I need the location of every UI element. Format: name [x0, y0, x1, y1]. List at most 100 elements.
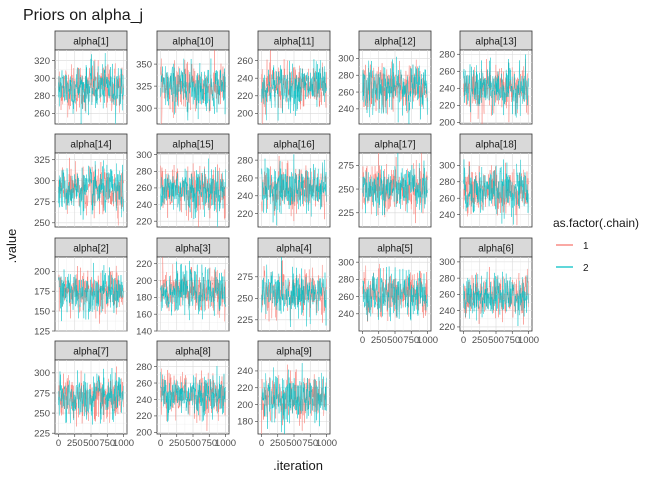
- trace-chain-2: [463, 159, 529, 225]
- y-tick-label: 275: [34, 197, 50, 208]
- y-tick-label: 280: [439, 177, 455, 188]
- y-tick-label: 300: [34, 73, 50, 84]
- y-tick-label: 275: [34, 388, 50, 399]
- y-tick-label: 260: [338, 292, 354, 303]
- y-tick-label: 300: [34, 176, 50, 187]
- y-tick-label: 280: [237, 155, 253, 166]
- y-tick-label: 220: [439, 322, 455, 333]
- facet-strip-label: alpha[1]: [73, 37, 109, 48]
- y-tick-label: 220: [237, 383, 253, 394]
- facet-strip-label: alpha[14]: [70, 140, 111, 151]
- y-tick-label: 260: [136, 378, 152, 389]
- y-tick-label: 180: [136, 293, 152, 304]
- y-tick-label: 260: [439, 194, 455, 205]
- x-tick-label: 1000: [113, 438, 134, 449]
- y-tick-label: 275: [338, 161, 354, 172]
- y-tick-label: 125: [34, 326, 50, 337]
- y-tick-label: 280: [338, 71, 354, 82]
- facet-panel: alpha[12] 240 260 280 300: [338, 30, 432, 125]
- trace-chain-2: [160, 158, 226, 228]
- facet-strip-label: alpha[12]: [374, 37, 415, 48]
- facet-strip-label: alpha[8]: [175, 347, 211, 358]
- y-tick-label: 250: [34, 408, 50, 419]
- legend-label-chain-1: 1: [583, 241, 589, 252]
- x-axis-title: .iteration: [273, 458, 323, 473]
- trace-chain-2: [160, 58, 226, 121]
- x-tick-label: 0: [56, 438, 61, 449]
- facet-panel: alpha[2] 125 150 175 200: [34, 237, 128, 337]
- y-tick-label: 200: [237, 400, 253, 411]
- y-tick-label: 300: [439, 161, 455, 172]
- facet-panel: alpha[11] 200 220 240 260: [237, 30, 331, 125]
- y-tick-label: 325: [34, 155, 50, 166]
- facet-strip-label: alpha[13]: [475, 37, 516, 48]
- y-tick-label: 300: [136, 150, 152, 161]
- y-tick-label: 280: [439, 50, 455, 61]
- y-tick-label: 250: [237, 294, 253, 305]
- x-tick-label: 1000: [518, 335, 539, 346]
- facet-strip-label: alpha[9]: [276, 347, 312, 358]
- facet-strip-label: alpha[11]: [274, 37, 315, 48]
- x-tick-label: 1000: [316, 438, 337, 449]
- trace-chain-2: [261, 256, 327, 327]
- facet-panel: alpha[14] 250 275 300 325: [34, 133, 128, 229]
- x-tick-label: 250: [67, 438, 83, 449]
- facet-strip-label: alpha[18]: [475, 140, 516, 151]
- facet-strip-label: alpha[2]: [73, 244, 109, 255]
- trace-chain-2: [58, 160, 124, 220]
- x-tick-label: 750: [201, 438, 217, 449]
- trace-chain-2: [261, 154, 327, 226]
- y-tick-label: 175: [34, 287, 50, 298]
- facet-strip-label: alpha[5]: [377, 244, 413, 255]
- facet-strip-label: alpha[16]: [273, 140, 314, 151]
- facet-panel: alpha[13] 200 220 240 260 280: [439, 30, 533, 129]
- y-tick-label: 280: [439, 273, 455, 284]
- y-tick-label: 200: [136, 276, 152, 287]
- y-tick-label: 220: [439, 101, 455, 112]
- x-tick-label: 750: [403, 335, 419, 346]
- x-tick-label: 250: [169, 438, 185, 449]
- y-tick-label: 220: [136, 411, 152, 422]
- facet-strip-label: alpha[4]: [276, 244, 312, 255]
- y-tick-label: 260: [338, 87, 354, 98]
- y-tick-label: 160: [136, 309, 152, 320]
- y-tick-label: 220: [237, 91, 253, 102]
- trace-chain-2: [261, 363, 327, 435]
- x-tick-label: 250: [371, 335, 387, 346]
- trace-chain-2: [261, 59, 327, 121]
- facet-panel: alpha[16] 220 240 260 280: [237, 133, 331, 228]
- x-tick-label: 250: [472, 335, 488, 346]
- x-tick-label: 1000: [417, 335, 438, 346]
- trace-chain-2: [160, 366, 226, 423]
- trace-chain-2: [58, 262, 124, 322]
- facet-panel: alpha[1] 260 280 300 320: [34, 30, 128, 125]
- y-tick-label: 200: [439, 118, 455, 129]
- x-tick-label: 0: [461, 335, 466, 346]
- y-tick-label: 260: [439, 67, 455, 78]
- y-tick-label: 240: [439, 84, 455, 95]
- y-tick-label: 240: [237, 73, 253, 84]
- y-tick-label: 260: [237, 56, 253, 67]
- y-tick-label: 300: [136, 103, 152, 114]
- x-tick-label: 0: [360, 335, 365, 346]
- trace-chain-2: [463, 54, 529, 118]
- x-tick-label: 250: [270, 438, 286, 449]
- y-tick-label: 320: [34, 56, 50, 67]
- y-tick-label: 240: [136, 200, 152, 211]
- y-tick-label: 260: [136, 183, 152, 194]
- y-tick-label: 220: [237, 209, 253, 220]
- x-tick-label: 500: [488, 335, 504, 346]
- facet-strip-label: alpha[6]: [478, 244, 514, 255]
- facet-panel: alpha[15] 220 240 260 280 300: [136, 133, 230, 228]
- legend-label-chain-2: 2: [583, 263, 589, 274]
- y-tick-label: 240: [338, 104, 354, 115]
- y-tick-label: 225: [338, 208, 354, 219]
- chain-legend: as.factor(.chain) 1 2: [553, 216, 639, 274]
- y-tick-label: 260: [34, 109, 50, 120]
- facet-panel: alpha[10] 300 325 350: [136, 30, 230, 125]
